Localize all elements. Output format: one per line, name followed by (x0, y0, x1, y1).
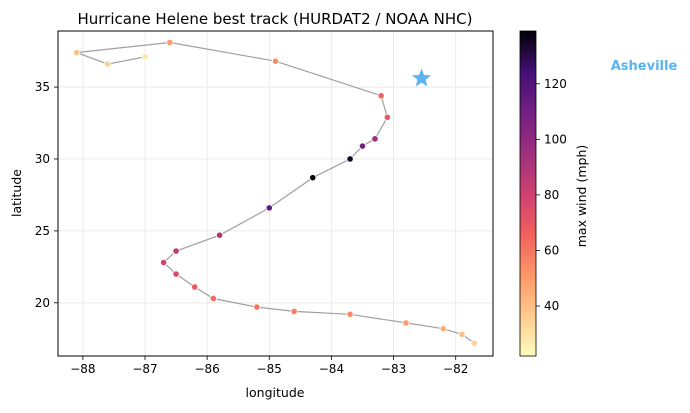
track-point (439, 325, 447, 333)
track-point (166, 38, 174, 47)
track-point (346, 310, 354, 318)
track-point (141, 53, 149, 61)
track-point (309, 174, 317, 182)
y-tick-label: 35 (35, 80, 50, 94)
colorbar-ticks: 40 60 80 100 120 (536, 77, 567, 313)
plot-frame (57, 30, 494, 357)
y-tick-label: 20 (35, 296, 50, 310)
colorbar-tick-label: 40 (544, 299, 559, 313)
track-point (191, 283, 199, 291)
track-point (253, 303, 261, 311)
grid (58, 31, 493, 356)
y-tick-label: 30 (35, 152, 50, 166)
x-tick-label: −83 (381, 362, 406, 376)
track-point (160, 258, 168, 267)
colorbar-tick-label: 100 (544, 132, 567, 146)
chart-title: Hurricane Helene best track (HURDAT2 / N… (77, 10, 472, 28)
x-axis-label: longitude (246, 385, 305, 400)
track-point (377, 92, 385, 100)
x-tick-label: −87 (132, 362, 157, 376)
track-point (402, 319, 410, 327)
colorbar-label: max wind (mph) (574, 145, 589, 248)
colorbar-gradient (519, 30, 537, 357)
track-point (358, 142, 367, 150)
colorbar-tick-label: 60 (544, 243, 559, 257)
x-tick-label: −82 (443, 362, 468, 376)
track-point (346, 155, 354, 163)
y-axis-ticks: 20 25 30 35 (35, 80, 58, 310)
colorbar: 40 60 80 100 120 max wind (mph) (519, 30, 589, 357)
track-point (470, 339, 478, 347)
track-point (172, 247, 180, 255)
track-point (265, 204, 273, 212)
colorbar-tick-label: 80 (544, 188, 559, 202)
colorbar-tick-label: 120 (544, 77, 567, 91)
track-point (215, 231, 224, 239)
track-point (371, 135, 379, 143)
track-point (271, 57, 280, 65)
annotations (412, 68, 432, 87)
x-tick-label: −88 (70, 362, 95, 376)
track-point (458, 330, 466, 339)
track-point (104, 60, 112, 68)
x-tick-label: −85 (257, 362, 282, 376)
annotation-label: Asheville (611, 59, 678, 74)
track-point (290, 307, 298, 316)
x-tick-label: −84 (319, 362, 344, 376)
track-point (172, 270, 180, 278)
y-tick-label: 25 (35, 224, 50, 238)
plot-area (57, 30, 494, 357)
data-points (73, 38, 478, 347)
track-point (73, 48, 81, 57)
x-tick-label: −86 (194, 362, 219, 376)
y-axis-label: latitude (9, 169, 24, 217)
track-point (383, 113, 391, 121)
x-axis-ticks: −88 −87 −86 −85 −84 −83 −82 (70, 356, 468, 376)
asheville-star-icon (412, 68, 432, 87)
track-point (209, 294, 217, 303)
